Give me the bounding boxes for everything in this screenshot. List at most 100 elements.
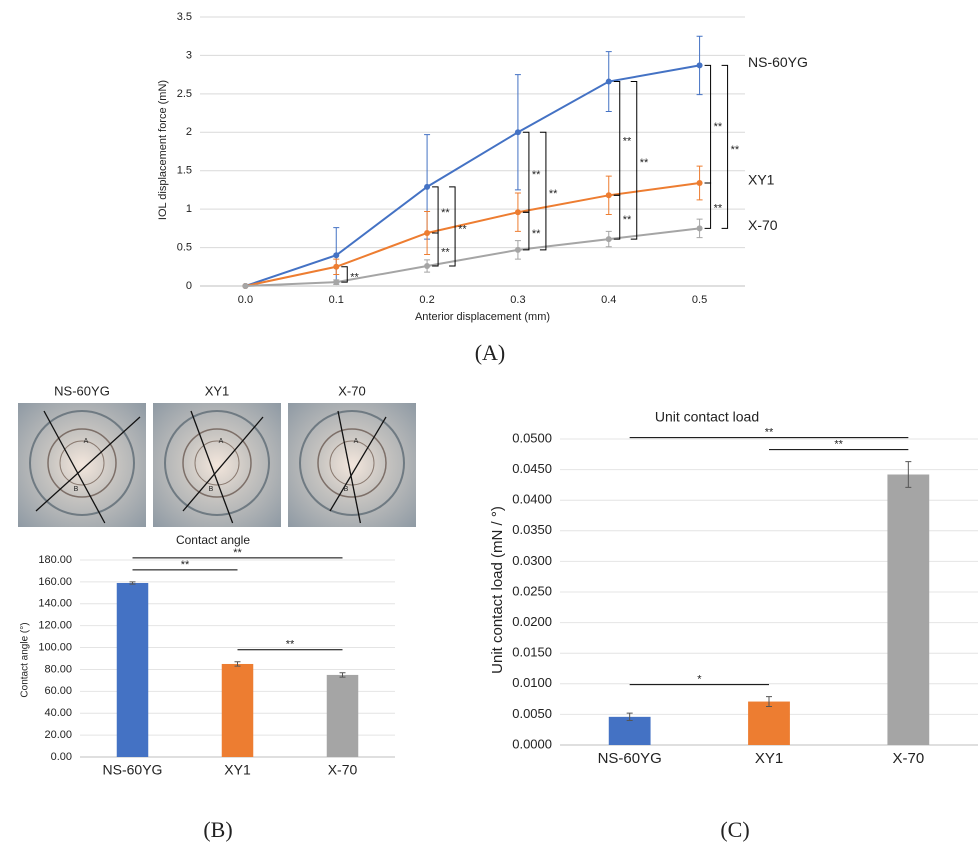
significance-bracket: [704, 182, 712, 229]
x-tick-label: XY1: [755, 750, 783, 767]
y-tick-label: 0.0200: [512, 614, 552, 629]
data-point: [333, 279, 340, 286]
photo: [288, 403, 416, 527]
significance-bracket: [432, 186, 439, 234]
y-tick-label: 1: [186, 203, 192, 215]
series-label: X-70: [748, 217, 778, 233]
y-axis-title: IOL displacement force (mN): [157, 80, 169, 220]
significance-bracket: [341, 266, 348, 283]
significance-label: **: [623, 214, 632, 226]
significance-label: **: [834, 439, 843, 451]
y-tick-label: 0: [186, 280, 192, 292]
significance-label: **: [765, 427, 774, 439]
series-line: [245, 227, 700, 287]
bar: [326, 674, 359, 757]
x-tick-label: 0.5: [692, 294, 707, 306]
significance-bracket: [613, 81, 621, 196]
angle-mark: B: [209, 486, 214, 493]
y-axis-title: Unit contact load (mN / °): [489, 506, 506, 674]
bar: [116, 582, 149, 757]
data-point: [424, 263, 431, 270]
image-label: NS-60YG: [54, 383, 110, 398]
bar: [608, 716, 651, 745]
y-tick-label: 0.0150: [512, 645, 552, 660]
significance-label: **: [532, 228, 541, 240]
chart-title: Unit contact load: [655, 409, 759, 425]
caption: (A): [475, 340, 506, 365]
photo-ring: [29, 410, 135, 516]
caption: (C): [720, 817, 749, 842]
x-tick-label: X-70: [328, 762, 358, 778]
angle-line: [35, 416, 141, 512]
significance-label: **: [441, 207, 450, 219]
significance-bracket: [539, 131, 547, 251]
y-tick-label: 0.0100: [512, 675, 552, 690]
angle-mark: B: [74, 486, 79, 493]
series-line: [245, 64, 700, 287]
error-bar: [626, 712, 633, 722]
angle-mark: A: [84, 438, 89, 445]
y-tick-label: 0.0400: [512, 492, 552, 507]
x-axis-title: Anterior displacement (mm): [415, 311, 550, 323]
significance-label: **: [441, 246, 450, 258]
data-point: [605, 236, 612, 243]
significance-bracket: [449, 186, 456, 267]
data-point: [696, 62, 703, 69]
series-label: XY1: [748, 172, 775, 188]
y-tick-label: 0.0450: [512, 461, 552, 476]
bar: [221, 663, 254, 757]
photo: [153, 403, 281, 527]
angle-line: [337, 410, 362, 524]
bar: [887, 474, 930, 745]
y-tick-label: 1.5: [177, 165, 192, 177]
y-tick-label: 60.00: [44, 685, 72, 697]
significance-label: **: [350, 271, 359, 283]
x-tick-label: 0.1: [329, 294, 344, 306]
angle-line: [182, 416, 264, 512]
photo-ring: [317, 428, 387, 498]
x-tick-label: XY1: [224, 762, 251, 778]
angle-mark: A: [354, 438, 359, 445]
significance-label: **: [532, 169, 541, 181]
photo-ring: [47, 428, 117, 498]
data-point: [333, 263, 340, 270]
significance-label: **: [181, 559, 190, 571]
x-tick-label: 0.3: [510, 294, 525, 306]
significance-bracket: [721, 64, 729, 229]
x-tick-label: NS-60YG: [103, 762, 163, 778]
y-tick-label: 2.5: [177, 88, 192, 100]
significance-label: **: [458, 223, 467, 235]
angle-mark: A: [219, 438, 224, 445]
significance-label: **: [714, 121, 723, 133]
y-axis-title: Contact angle (°): [20, 622, 31, 697]
significance-bracket: [613, 194, 621, 240]
photo: [18, 403, 146, 527]
error-bar: [234, 661, 241, 667]
data-point: [424, 183, 431, 190]
error-bar: [766, 696, 772, 707]
y-tick-label: 0.0050: [512, 706, 552, 721]
y-tick-label: 40.00: [44, 707, 72, 719]
data-point: [696, 180, 703, 187]
error-bar: [129, 581, 136, 585]
significance-label: *: [697, 674, 702, 686]
photo-ring: [164, 410, 270, 516]
angle-mark: B: [344, 486, 349, 493]
y-tick-label: 0.0500: [512, 430, 552, 445]
y-tick-label: 2: [186, 126, 192, 138]
photo-ring: [299, 410, 405, 516]
y-tick-label: 180.00: [38, 554, 72, 566]
error-bar: [339, 672, 346, 678]
y-tick-label: 160.00: [38, 576, 72, 588]
chart-title: Contact angle: [176, 533, 250, 547]
x-tick-label: 0.4: [601, 294, 616, 306]
angle-line: [43, 410, 106, 524]
caption: (B): [203, 817, 232, 842]
x-tick-label: 0.0: [238, 294, 253, 306]
y-tick-label: 120.00: [38, 620, 72, 632]
photo-ring: [182, 428, 252, 498]
y-tick-label: 20.00: [44, 729, 72, 741]
significance-label: **: [731, 144, 740, 156]
significance-bracket: [432, 232, 439, 267]
